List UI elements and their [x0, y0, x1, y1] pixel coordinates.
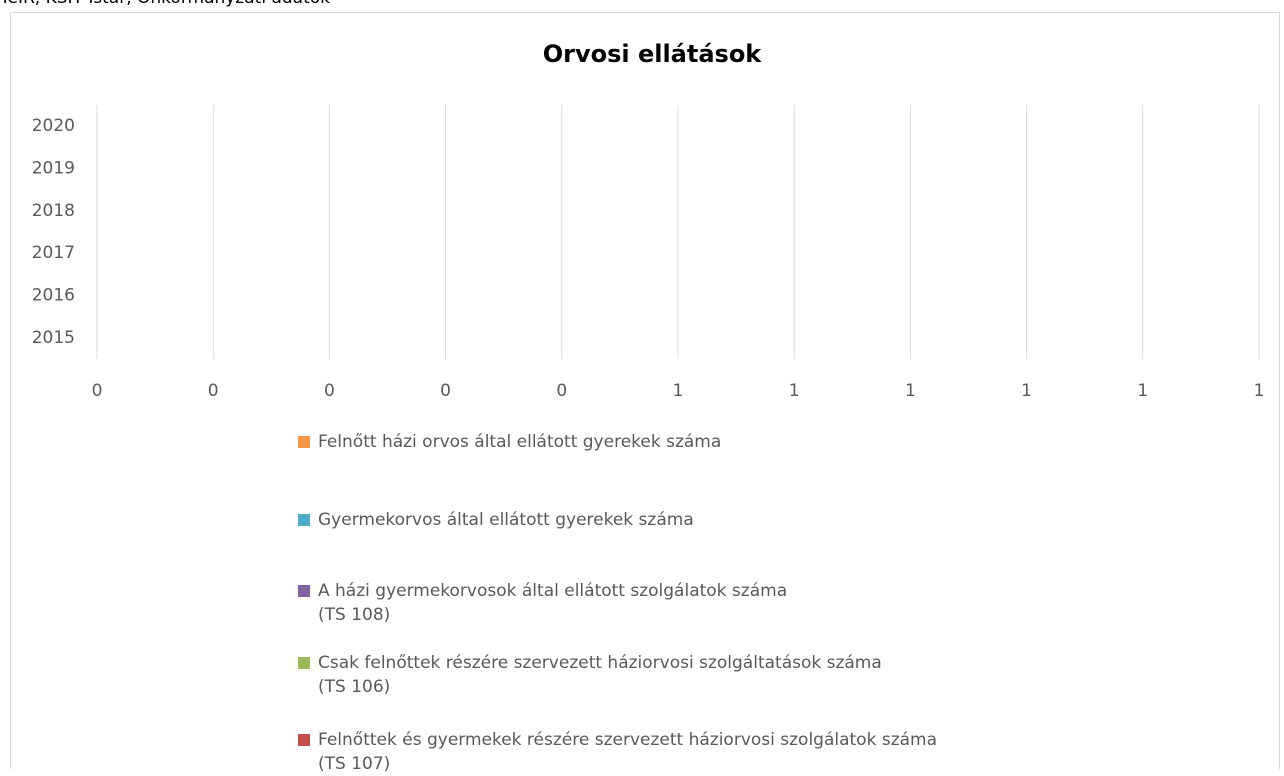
y-tick-label: 2016 — [32, 286, 75, 306]
legend-item: Felnőtt házi orvos által ellátott gyerek… — [298, 430, 721, 454]
x-tick-label: 1 — [905, 381, 916, 401]
legend-label: Felnőtt házi orvos által ellátott gyerek… — [318, 432, 722, 452]
source-note: TeIR, KSH Tstar, Önkormányzati adatok — [0, 0, 330, 8]
legend-label: A házi gyermekorvosok által ellátott szo… — [318, 581, 788, 625]
x-tick-label: 1 — [789, 381, 800, 401]
y-tick-label: 2015 — [32, 328, 75, 348]
legend-swatch — [298, 436, 310, 448]
legend-swatch — [298, 657, 310, 669]
y-tick-label: 2017 — [32, 243, 75, 263]
x-tick-label: 0 — [208, 381, 219, 401]
x-tick-label: 0 — [440, 381, 451, 401]
legend-item: Felnőttek és gyermekek részére szervezet… — [298, 728, 937, 776]
chart-border — [10, 12, 1280, 769]
x-tick-label: 1 — [1021, 381, 1032, 401]
y-tick-label: 2019 — [32, 159, 75, 179]
x-tick-label: 1 — [1137, 381, 1148, 401]
legend-swatch — [298, 734, 310, 746]
legend-label: Felnőttek és gyermekek részére szervezet… — [318, 730, 938, 774]
x-tick-label: 1 — [1254, 381, 1265, 401]
x-tick-label: 0 — [556, 381, 567, 401]
y-tick-label: 2020 — [32, 116, 75, 136]
y-tick-label: 2018 — [32, 201, 75, 221]
legend-swatch — [298, 514, 310, 526]
legend-item: Csak felnőttek részére szervezett házior… — [298, 651, 882, 699]
legend-item: Gyermekorvos által ellátott gyerekek szá… — [298, 508, 694, 532]
legend-label: Gyermekorvos által ellátott gyerekek szá… — [318, 510, 694, 530]
x-tick-label: 0 — [324, 381, 335, 401]
x-tick-label: 1 — [673, 381, 684, 401]
legend-item: A házi gyermekorvosok által ellátott szo… — [298, 579, 787, 627]
legend-swatch — [298, 585, 310, 597]
chart-title: Orvosi ellátások — [543, 40, 763, 68]
x-tick-label: 0 — [92, 381, 103, 401]
legend-label: Csak felnőttek részére szervezett házior… — [318, 653, 882, 697]
